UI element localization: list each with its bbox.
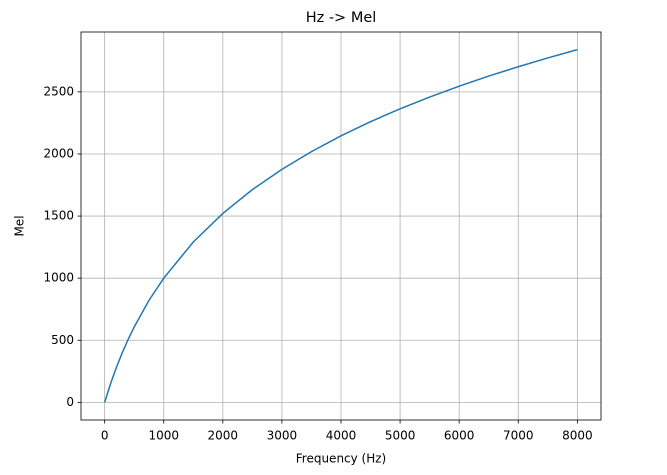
- y-tick-label: 2000: [43, 146, 74, 160]
- y-tick-label: 0: [66, 395, 74, 409]
- x-tick-label: 2000: [208, 429, 239, 443]
- x-tick-label: 8000: [562, 429, 593, 443]
- x-tick-label: 6000: [444, 429, 475, 443]
- x-tick-label: 3000: [267, 429, 298, 443]
- x-tick-label: 0: [101, 429, 109, 443]
- x-tick-label: 5000: [385, 429, 416, 443]
- y-tick-label: 1500: [43, 209, 74, 223]
- chart-title: Hz -> Mel: [306, 10, 377, 26]
- x-axis-label: Frequency (Hz): [296, 452, 387, 466]
- y-axis-label: Mel: [13, 215, 27, 236]
- plot-frame: [80, 31, 602, 421]
- y-tick-label: 1000: [43, 271, 74, 285]
- x-tick-label: 4000: [326, 429, 357, 443]
- x-tick-label: 7000: [503, 429, 534, 443]
- y-tick-label: 2500: [43, 84, 74, 98]
- data-line: [103, 48, 578, 403]
- y-tick-label: 500: [51, 333, 74, 347]
- x-tick-label: 1000: [148, 429, 179, 443]
